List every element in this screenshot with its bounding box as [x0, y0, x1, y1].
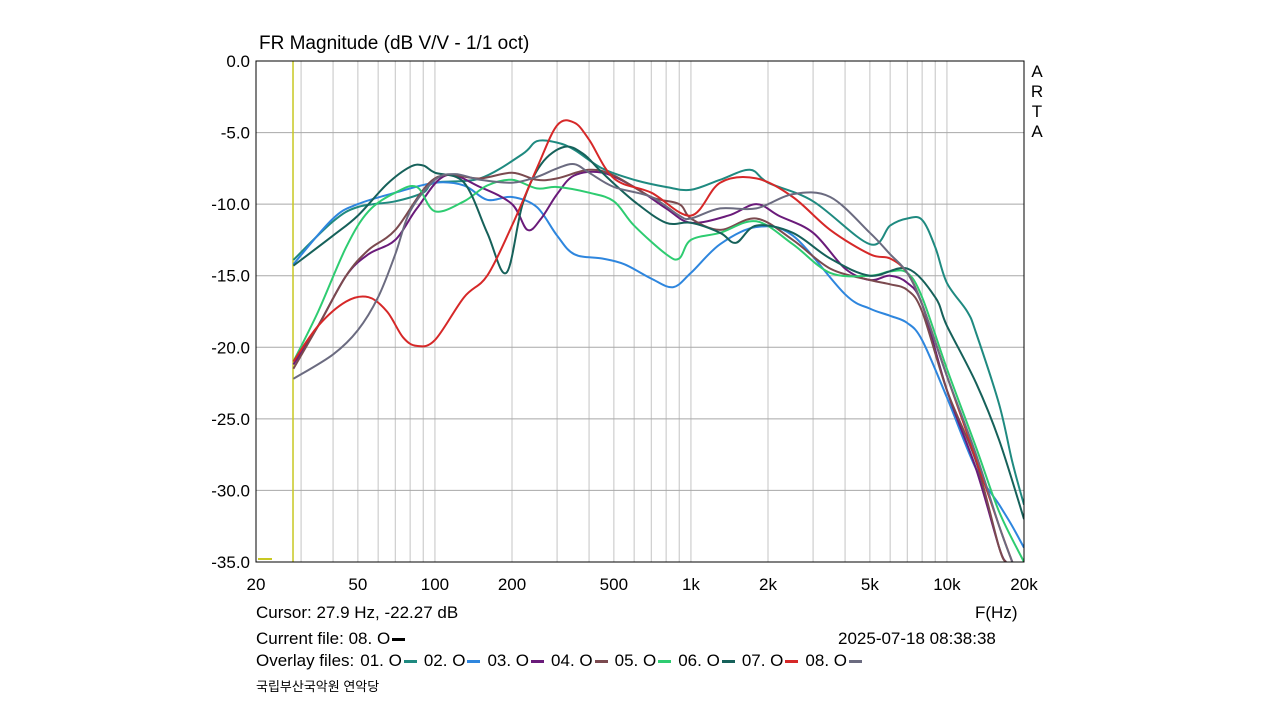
- arta-letter: A: [1031, 122, 1043, 141]
- legend-swatch: [849, 659, 862, 663]
- legend-swatch: [721, 659, 735, 663]
- arta-letter: T: [1031, 102, 1043, 121]
- x-tick-label: 20: [247, 575, 266, 594]
- legend-swatch: [467, 659, 481, 663]
- x-tick-label: 5k: [861, 575, 879, 594]
- legend-entry-label: 08. O: [805, 651, 847, 670]
- current-file-swatch: [392, 638, 406, 642]
- x-axis-label: F(Hz): [975, 603, 1018, 622]
- legend-entry: 07. O: [742, 651, 799, 671]
- timestamp: 2025-07-18 08:38:38: [838, 629, 996, 648]
- legend-swatch: [531, 659, 545, 663]
- series-line: [292, 145, 1024, 520]
- plot-border: [255, 60, 1025, 563]
- legend-swatch: [785, 659, 799, 663]
- legend-entry: 08. O: [805, 651, 862, 671]
- legend-entry-label: 05. O: [614, 651, 657, 670]
- y-tick-label: -5.0: [221, 124, 250, 143]
- arta-letter: R: [1030, 82, 1044, 101]
- y-tick-label: -30.0: [211, 481, 250, 500]
- legend-entry: 04. O: [551, 651, 608, 671]
- legend-entry-label: 04. O: [551, 651, 593, 670]
- series-line: [292, 181, 1024, 549]
- x-tick-label: 50: [348, 575, 367, 594]
- series-line: [292, 168, 1007, 562]
- legend-entry-label: 07. O: [741, 651, 784, 670]
- chart-title: FR Magnitude (dB V/V - 1/1 oct): [259, 33, 530, 54]
- y-tick-label: -20.0: [211, 338, 250, 357]
- overlay-legend: Overlay files: 01. O 02. O 03. O 04. O 05. O…: [256, 651, 869, 671]
- plot-area: [256, 61, 1024, 562]
- venue-caption: 국립부산국악원 연악당: [256, 679, 380, 694]
- current-file: Current file: 08. O: [256, 629, 406, 649]
- y-tick-label: -15.0: [211, 267, 250, 286]
- y-tick-label: -10.0: [211, 195, 250, 214]
- x-tick-label: 500: [600, 575, 628, 594]
- y-tick-label: -35.0: [211, 553, 250, 572]
- legend-entry-label: 01. O: [360, 651, 402, 670]
- legend-entry: 05. O: [615, 651, 672, 671]
- legend-entries: 01. O 02. O 03. O 04. O 05. O 06. O 07. O 08. O: [360, 651, 869, 671]
- y-tick-label: 0.0: [226, 52, 250, 71]
- legend-swatch: [658, 659, 672, 663]
- overlay-label: Overlay files:: [256, 651, 355, 670]
- current-file-text: Current file: 08. O: [256, 629, 391, 648]
- cursor-readout: Cursor: 27.9 Hz, -22.27 dB: [256, 603, 459, 622]
- series-line: [292, 162, 1014, 562]
- legend-entry: 01. O: [360, 651, 417, 671]
- legend-entry-label: 06. O: [678, 651, 720, 670]
- series-line: [292, 178, 1024, 562]
- y-tick-label: -25.0: [211, 410, 250, 429]
- x-tick-label: 10k: [933, 575, 961, 594]
- legend-swatch: [403, 659, 417, 663]
- arta-brand-vertical: A R T A: [1030, 62, 1044, 142]
- x-tick-label: 1k: [682, 575, 700, 594]
- legend-entry: 02. O: [424, 651, 481, 671]
- x-tick-label: 200: [498, 575, 526, 594]
- legend-entry: 06. O: [678, 651, 735, 671]
- x-tick-label: 2k: [759, 575, 777, 594]
- legend-entry: 03. O: [487, 651, 545, 671]
- legend-entry-label: 03. O: [487, 651, 530, 670]
- legend-swatch: [594, 659, 608, 663]
- x-tick-label: 20k: [1010, 575, 1038, 594]
- x-tick-label: 100: [421, 575, 449, 594]
- arta-letter: A: [1031, 62, 1043, 81]
- legend-entry-label: 02. O: [423, 651, 466, 670]
